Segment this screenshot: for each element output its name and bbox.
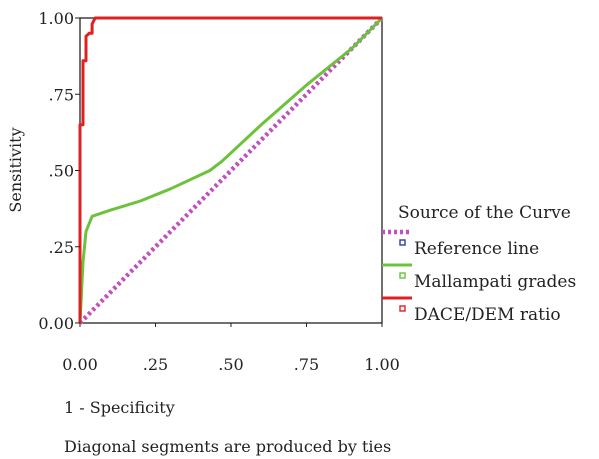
x-tick-label: 1.00 <box>364 355 400 374</box>
y-tick-label: 1.00 <box>38 9 74 28</box>
series-line-reference-line <box>78 16 384 325</box>
x-tick-label: .50 <box>218 355 243 374</box>
legend-label: Reference line <box>414 239 539 259</box>
legend-title: Source of the Curve <box>398 203 571 223</box>
y-axis: 0.00 .25 .50 .75 1.00 <box>38 9 80 333</box>
y-axis-title: Sensitivity <box>6 127 25 212</box>
legend-label: Mallampati grades <box>414 272 576 292</box>
x-axis: 0.00 .25 .50 .75 1.00 <box>62 323 400 374</box>
x-axis-title: 1 - Specificity <box>64 398 175 417</box>
x-tick-label: .25 <box>143 355 168 374</box>
legend-marker <box>399 239 406 246</box>
plot-area <box>78 16 384 325</box>
series-line-dace-dem-ratio <box>78 16 382 323</box>
series-layer <box>78 16 384 325</box>
legend-marker <box>399 305 406 312</box>
x-tick-label: .75 <box>294 355 319 374</box>
footnote: Diagonal segments are produced by ties <box>64 437 391 456</box>
x-tick-label: 0.00 <box>62 355 98 374</box>
series-line-mallampati-grades <box>78 16 384 324</box>
y-tick-label: 0.00 <box>38 314 74 333</box>
y-tick-label: .75 <box>49 85 74 104</box>
legend: Source of the Curve Reference line Mallam… <box>382 203 576 325</box>
legend-label: DACE/DEM ratio <box>414 305 561 325</box>
legend-marker <box>399 272 406 279</box>
plot-frame <box>79 17 383 324</box>
y-tick-label: .50 <box>49 162 74 181</box>
y-tick-label: .25 <box>49 238 74 257</box>
